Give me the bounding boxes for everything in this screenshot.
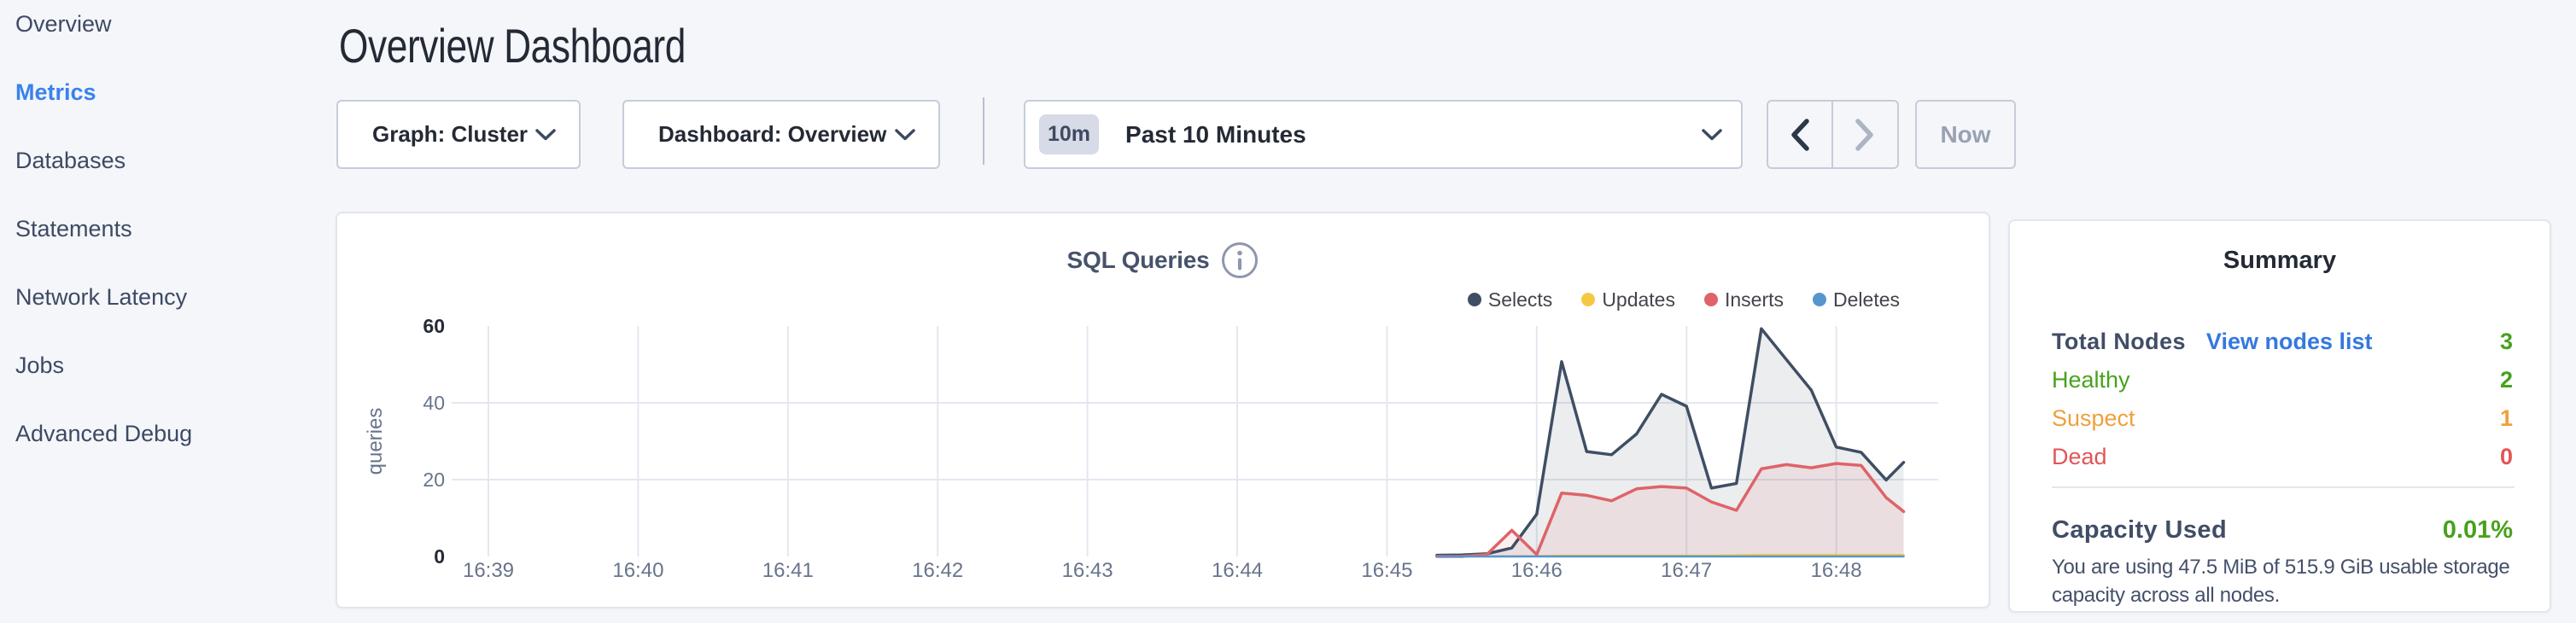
svg-text:16:43: 16:43 — [1062, 559, 1113, 582]
summary-row-total-nodes: Total Nodes View nodes list 3 — [2052, 323, 2513, 361]
svg-text:16:46: 16:46 — [1511, 559, 1563, 582]
now-button[interactable]: Now — [1915, 100, 2016, 169]
time-window-badge: 10m — [1039, 114, 1100, 154]
capacity-description: You are using 47.5 MiB of 515.9 GiB usab… — [2052, 556, 2510, 607]
sidebar-item-overview[interactable]: Overview — [15, 10, 112, 37]
legend-label: Selects — [1487, 288, 1553, 311]
summary-divider — [2052, 486, 2515, 488]
dashboard-dropdown-label: Dashboard: Overview — [658, 121, 887, 147]
sidebar-item-network-latency[interactable]: Network Latency — [15, 283, 188, 310]
chart-title-row: SQL Queries — [337, 242, 1989, 279]
summary-row-value: 2 — [2499, 367, 2513, 393]
chart-plot: 16:39 16:40 16:41 16:42 16:43 16:44 16:45 16:46… — [364, 315, 1938, 582]
sidebar-item-statements[interactable]: Statements — [15, 215, 132, 242]
capacity-row: Capacity Used 0.01% — [2052, 511, 2513, 549]
sidebar: Overview Metrics Databases Statements Networ… — [0, 0, 253, 623]
chevron-down-icon — [1702, 128, 1722, 140]
summary-row-value: 0 — [2499, 444, 2513, 469]
summary-panel: Summary Total Nodes View nodes list 3 Healt… — [2008, 219, 2551, 613]
legend-label: Inserts — [1724, 288, 1785, 311]
summary-row-label: Total Nodes — [2052, 329, 2186, 354]
sidebar-item-databases[interactable]: Databases — [15, 147, 126, 173]
svg-text:0: 0 — [434, 545, 445, 568]
dashboard-dropdown[interactable]: Dashboard: Overview — [622, 100, 940, 169]
step-back-button[interactable] — [1768, 102, 1833, 167]
time-window-content: 10m Past 10 Minutes — [1039, 114, 1306, 154]
legend-label: Deletes — [1833, 288, 1900, 311]
svg-text:queries: queries — [364, 408, 387, 475]
sidebar-item-jobs[interactable]: Jobs — [15, 352, 65, 378]
legend-item-inserts[interactable]: Inserts — [1703, 288, 1785, 312]
page-title: Overview Dashboard — [339, 19, 686, 73]
graph-dropdown[interactable]: Graph: Cluster — [336, 100, 581, 169]
svg-text:20: 20 — [423, 469, 445, 491]
capacity-value: 0.01% — [2442, 515, 2513, 544]
summary-row-value: 1 — [2499, 405, 2513, 431]
svg-text:16:40: 16:40 — [612, 559, 663, 582]
legend-dot-selects — [1467, 293, 1481, 306]
sidebar-item-metrics[interactable]: Metrics — [15, 79, 96, 105]
main-content: Overview Dashboard Graph: Cluster Dashbo… — [253, 0, 2576, 623]
sidebar-nav: Overview Metrics Databases Statements Networ… — [15, 0, 253, 468]
svg-text:16:48: 16:48 — [1811, 559, 1862, 582]
svg-text:16:44: 16:44 — [1212, 559, 1263, 582]
time-window-dropdown[interactable]: 10m Past 10 Minutes — [1024, 100, 1743, 169]
chart-title: SQL Queries — [1066, 247, 1210, 273]
info-icon[interactable] — [1221, 242, 1259, 279]
time-step-buttons — [1767, 100, 1899, 169]
step-forward-button[interactable] — [1833, 102, 1898, 167]
chevron-right-icon — [1855, 118, 1873, 151]
svg-text:16:47: 16:47 — [1661, 559, 1712, 582]
legend-dot-deletes — [1813, 293, 1827, 306]
legend-item-updates[interactable]: Updates — [1581, 288, 1675, 312]
svg-text:60: 60 — [423, 315, 445, 337]
summary-row-value: 3 — [2499, 329, 2513, 354]
summary-rows: Total Nodes View nodes list 3 Healthy 2 Suspe… — [2052, 323, 2513, 476]
view-nodes-list-link[interactable]: View nodes list — [2205, 329, 2373, 354]
sql-queries-chart-panel: SQL Queries Selects Updates Inserts Deletes… — [336, 212, 1990, 608]
summary-title: Summary — [2223, 247, 2337, 274]
summary-row-suspect: Suspect 1 — [2052, 399, 2513, 438]
summary-row-healthy: Healthy 2 — [2052, 361, 2513, 399]
summary-row-label: Healthy — [2052, 367, 2130, 393]
summary-row-label: Dead — [2052, 444, 2107, 469]
svg-text:16:39: 16:39 — [463, 559, 514, 582]
legend-dot-inserts — [1703, 293, 1718, 306]
svg-text:40: 40 — [423, 392, 445, 414]
toolbar-divider — [983, 97, 984, 165]
svg-text:16:41: 16:41 — [762, 559, 814, 582]
summary-row-label: Suspect — [2052, 405, 2135, 431]
summary-row-dead: Dead 0 — [2052, 438, 2513, 476]
legend-dot-updates — [1581, 293, 1596, 306]
sidebar-item-advanced-debug[interactable]: Advanced Debug — [15, 420, 193, 446]
legend-label: Updates — [1602, 288, 1675, 311]
chevron-down-icon — [895, 128, 915, 140]
time-window-label: Past 10 Minutes — [1125, 120, 1306, 148]
capacity-label: Capacity Used — [2052, 515, 2228, 544]
chart-legend: Selects Updates Inserts Deletes — [1467, 287, 1900, 312]
legend-item-deletes[interactable]: Deletes — [1813, 288, 1900, 312]
svg-text:16:45: 16:45 — [1361, 559, 1412, 582]
graph-dropdown-label: Graph: Cluster — [372, 121, 529, 147]
legend-item-selects[interactable]: Selects — [1467, 288, 1553, 312]
chevron-down-icon — [535, 128, 556, 140]
svg-text:16:42: 16:42 — [912, 559, 963, 582]
chevron-left-icon — [1791, 118, 1809, 151]
toolbar: Graph: Cluster Dashboard: Overview 10m P… — [253, 0, 2576, 188]
